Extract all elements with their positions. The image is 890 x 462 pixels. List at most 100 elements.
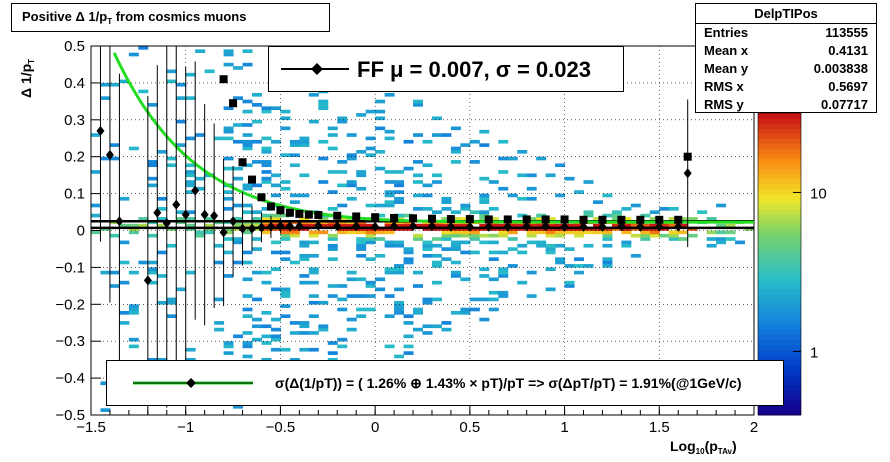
heatmap-cell	[564, 223, 575, 228]
heatmap-cell	[413, 223, 423, 228]
heatmap-cell	[441, 196, 452, 201]
heatmap-cell	[441, 200, 452, 204]
heatmap-cell	[138, 223, 149, 228]
heatmap-cell	[659, 233, 670, 238]
heatmap-cell	[242, 344, 253, 349]
mean-point	[162, 218, 171, 229]
heatmap-cell	[659, 207, 670, 211]
heatmap-cell	[441, 133, 452, 137]
heatmap-cell	[166, 156, 177, 161]
heatmap-cell	[252, 92, 262, 97]
mean-point	[683, 168, 692, 179]
heatmap-cell	[479, 213, 490, 218]
heatmap-cell	[223, 52, 234, 57]
heatmap-cell	[242, 354, 253, 359]
heatmap-cell	[469, 230, 480, 235]
heatmap-cell	[488, 207, 499, 211]
heatmap-cell	[261, 341, 272, 345]
heatmap-cell	[337, 203, 348, 208]
heatmap-cell	[479, 297, 490, 302]
heatmap-cell	[261, 270, 272, 275]
heatmap-cell	[337, 230, 348, 235]
heatmap-cell	[327, 190, 338, 194]
x-tick-label: 0.5	[459, 419, 480, 436]
heatmap-cell	[450, 240, 461, 245]
sigma-point	[655, 215, 664, 224]
heatmap-cell	[479, 233, 490, 238]
heatmap-cell	[261, 324, 272, 329]
heatmap-cell	[185, 223, 196, 228]
heatmap-cell	[185, 136, 196, 141]
heatmap-cell	[536, 223, 547, 228]
sigma-point	[285, 208, 294, 217]
heatmap-cell	[479, 223, 490, 228]
heatmap-cell	[138, 89, 149, 94]
heatmap-cell	[507, 230, 518, 235]
heatmap-cell	[592, 230, 603, 235]
heatmap-cell	[252, 337, 262, 342]
sigma-point	[371, 213, 380, 222]
heatmap-cell	[611, 213, 622, 218]
heatmap-cell	[498, 267, 509, 272]
heatmap-cell	[337, 344, 348, 349]
heatmap-cell	[394, 300, 405, 305]
heatmap-cell	[441, 223, 452, 228]
heatmap-cell	[176, 119, 187, 124]
heatmap-cell	[299, 223, 310, 228]
heatmap-cell	[716, 237, 727, 241]
heatmap-cell	[517, 243, 528, 248]
heatmap-cell	[242, 133, 253, 137]
sigma-point	[465, 215, 474, 224]
heatmap-cell	[242, 260, 253, 265]
heatmap-cell	[574, 270, 585, 275]
heatmap-cell	[479, 240, 490, 245]
mean-point	[655, 221, 664, 232]
heatmap-cell	[337, 307, 348, 312]
heatmap-cell	[270, 139, 281, 144]
heatmap-cell	[242, 62, 253, 67]
heatmap-cell	[356, 243, 367, 248]
heatmap-cell	[233, 334, 244, 339]
stats-rows: Entries 113555 Mean x 0.4131 Mean y 0.003838 R…	[696, 24, 876, 114]
heatmap-cell	[649, 217, 660, 221]
sigma-point	[579, 215, 588, 224]
heatmap-cell	[176, 143, 187, 147]
heatmap-cell	[431, 297, 442, 302]
heatmap-cell	[611, 223, 622, 228]
heatmap-cell	[498, 290, 509, 295]
heatmap-cell	[327, 351, 338, 355]
heatmap-cell	[346, 153, 357, 157]
heatmap-cell	[394, 223, 405, 228]
heatmap-cell	[450, 274, 461, 278]
heatmap-cell	[337, 337, 348, 342]
heatmap-cell	[318, 139, 329, 144]
heatmap-cell	[384, 240, 395, 245]
heatmap-cell	[261, 163, 272, 168]
heatmap-cell	[204, 230, 215, 235]
heatmap-cell	[299, 243, 310, 248]
heatmap-cell	[299, 240, 310, 245]
heatmap-cell	[394, 270, 405, 275]
heatmap-cell	[299, 139, 310, 144]
heatmap-cell	[555, 233, 566, 238]
heatmap-cell	[280, 109, 291, 114]
heatmap-cell	[375, 109, 386, 114]
heatmap-cell	[583, 180, 594, 184]
sigma-point	[314, 211, 323, 220]
heatmap-cell	[422, 253, 433, 258]
heatmap-cell	[337, 160, 348, 164]
heatmap-cell	[384, 203, 395, 208]
heatmap-cell	[119, 321, 130, 325]
mean-point	[238, 223, 247, 234]
heatmap-cell	[270, 173, 281, 178]
heatmap-cell	[394, 311, 405, 315]
heatmap-cell	[479, 200, 490, 204]
heatmap-cell	[431, 324, 442, 329]
heatmap-cell	[242, 139, 253, 144]
heatmap-cell	[346, 277, 357, 282]
heatmap-cell	[242, 123, 253, 127]
heatmap-cell	[422, 139, 433, 144]
heatmap-cell	[564, 176, 575, 181]
heatmap-cell	[270, 334, 281, 339]
